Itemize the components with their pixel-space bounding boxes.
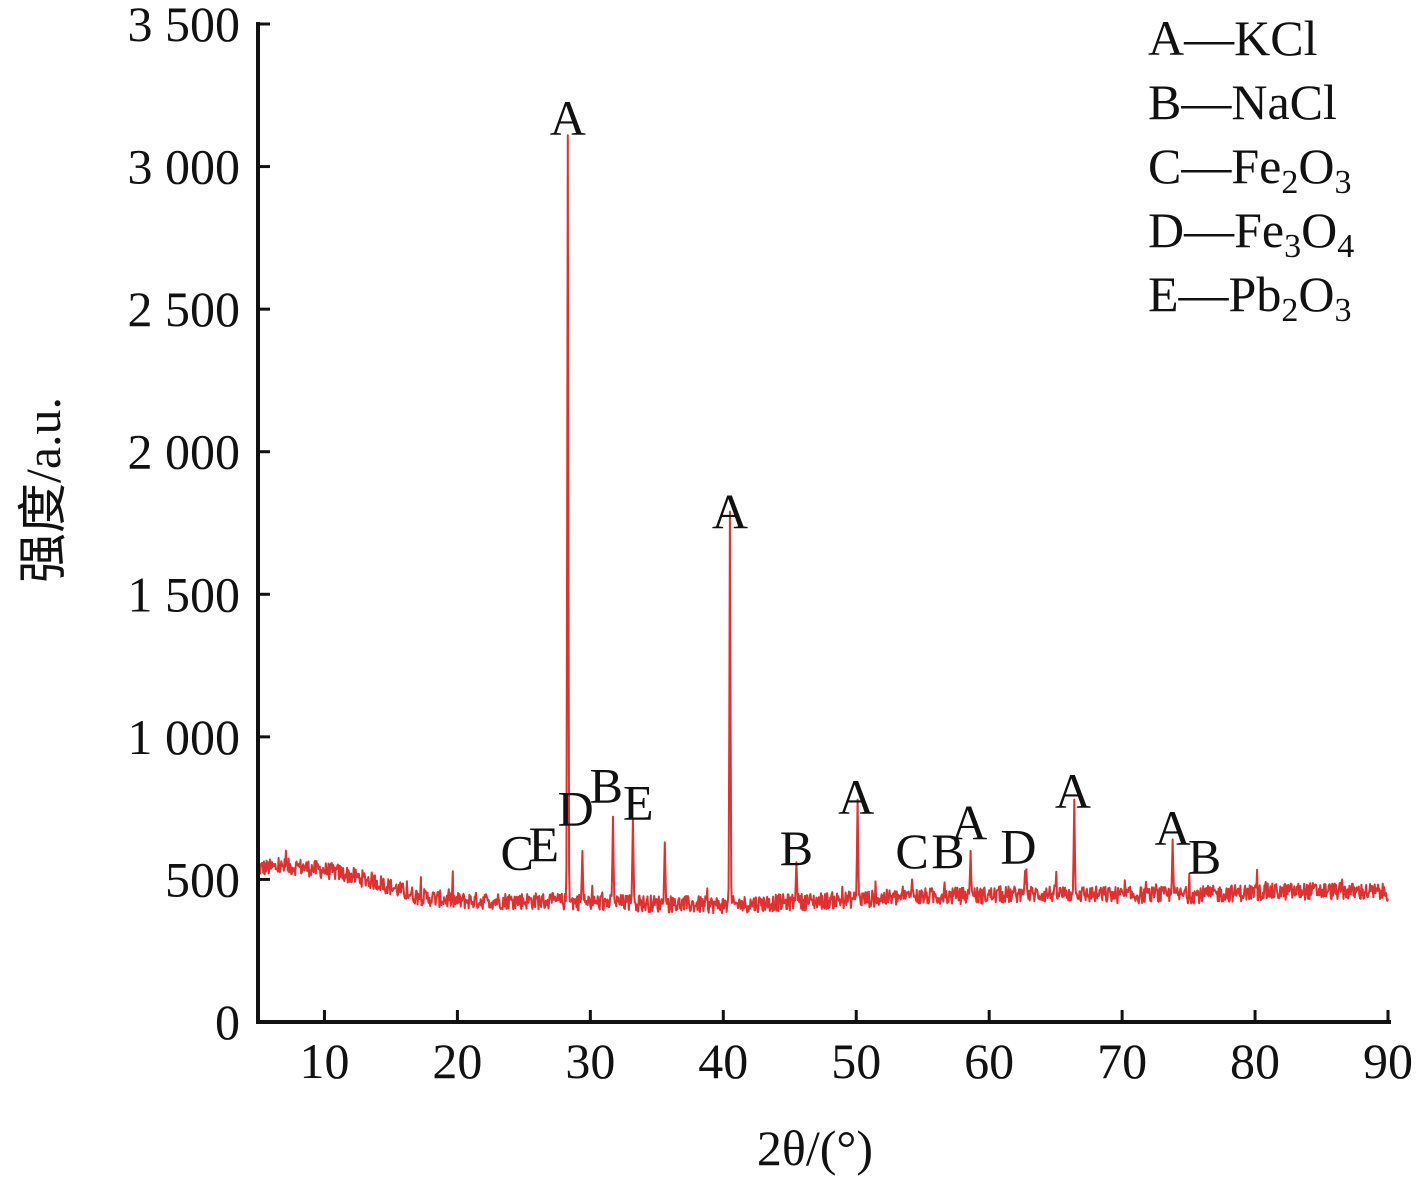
peak-label: C	[501, 824, 534, 880]
legend-formula-text: NaCl	[1231, 74, 1337, 130]
axes	[256, 22, 1391, 1024]
legend-formula-text: KCl	[1234, 10, 1317, 66]
y-tick-label: 3 500	[128, 0, 241, 52]
peak-label: E	[623, 775, 654, 831]
legend-key: E	[1148, 266, 1179, 322]
legend-key: D	[1148, 202, 1184, 258]
peak-label: D	[558, 780, 594, 836]
legend-entry: D—Fe3O4	[1148, 202, 1354, 265]
legend-formula-text: O	[1298, 138, 1334, 194]
x-axis-title: 2θ/(°)	[757, 1120, 873, 1176]
legend-separator: —	[1178, 266, 1230, 322]
x-tick-label: 70	[1097, 1033, 1147, 1089]
y-tick-label: 2 500	[128, 281, 241, 337]
y-tick-label: 1 500	[128, 566, 241, 622]
legend-formula-text: Pb	[1229, 266, 1282, 322]
legend-separator: —	[1183, 10, 1235, 66]
legend-formula-subscript: 2	[1281, 292, 1298, 329]
peak-label: D	[1000, 819, 1036, 875]
legend-separator: —	[1183, 202, 1235, 258]
legend-entry: B—NaCl	[1148, 74, 1337, 130]
legend-entry: C—Fe2O3	[1148, 138, 1351, 201]
legend-key: C	[1148, 138, 1181, 194]
legend-formula-text: Fe	[1231, 138, 1281, 194]
x-tick-label: 20	[432, 1033, 482, 1089]
legend-key: A	[1148, 10, 1184, 66]
x-tick-label: 10	[299, 1033, 349, 1089]
xrd-pattern-line	[257, 134, 1389, 915]
x-tick-label: 90	[1363, 1033, 1413, 1089]
legend-separator: —	[1180, 74, 1232, 130]
legend-formula-subscript: 3	[1334, 292, 1351, 329]
peak-label: E	[529, 816, 560, 872]
peak-label: A	[951, 795, 987, 851]
peak-label: A	[712, 484, 748, 540]
peak-label: A	[1155, 800, 1191, 856]
peak-label: A	[550, 90, 586, 146]
legend-key: B	[1148, 74, 1181, 130]
legend-separator: —	[1180, 138, 1232, 194]
x-axis-ticks: 10 20 30 40 50 60 70 80 90	[299, 1010, 1413, 1089]
legend-formula-subscript: 4	[1337, 228, 1354, 265]
peak-label: C	[895, 823, 928, 879]
legend-formula-text: Fe	[1234, 202, 1284, 258]
y-tick-label: 1 000	[128, 709, 241, 765]
legend-entry: E—Pb2O3	[1148, 266, 1351, 329]
peak-label: A	[1055, 763, 1091, 819]
legend-formula-subscript: 3	[1334, 164, 1351, 201]
legend-formula-subscript: 2	[1281, 164, 1298, 201]
y-tick-label: 2 000	[128, 424, 241, 480]
peak-label: B	[931, 823, 964, 879]
y-tick-label: 0	[215, 994, 240, 1050]
peak-label: B	[590, 757, 623, 813]
x-tick-label: 80	[1230, 1033, 1280, 1089]
x-tick-label: 50	[831, 1033, 881, 1089]
x-tick-label: 40	[698, 1033, 748, 1089]
peak-label: B	[1188, 829, 1221, 885]
legend-formula-text: O	[1298, 266, 1334, 322]
legend-formula-subscript: 3	[1284, 228, 1301, 265]
legend-formula-text: O	[1301, 202, 1337, 258]
y-tick-label: 500	[165, 851, 240, 907]
y-tick-label: 3 000	[128, 139, 241, 195]
peak-label: B	[780, 820, 813, 876]
x-tick-label: 60	[964, 1033, 1014, 1089]
x-tick-label: 30	[565, 1033, 615, 1089]
peak-label: A	[838, 769, 874, 825]
y-axis-title: 强度/a.u.	[15, 397, 71, 583]
legend-entry: A—KCl	[1148, 10, 1317, 66]
y-axis-ticks: 0 500 1 000 1 500 2 000 2 500 3 000 3 500	[128, 0, 270, 1050]
